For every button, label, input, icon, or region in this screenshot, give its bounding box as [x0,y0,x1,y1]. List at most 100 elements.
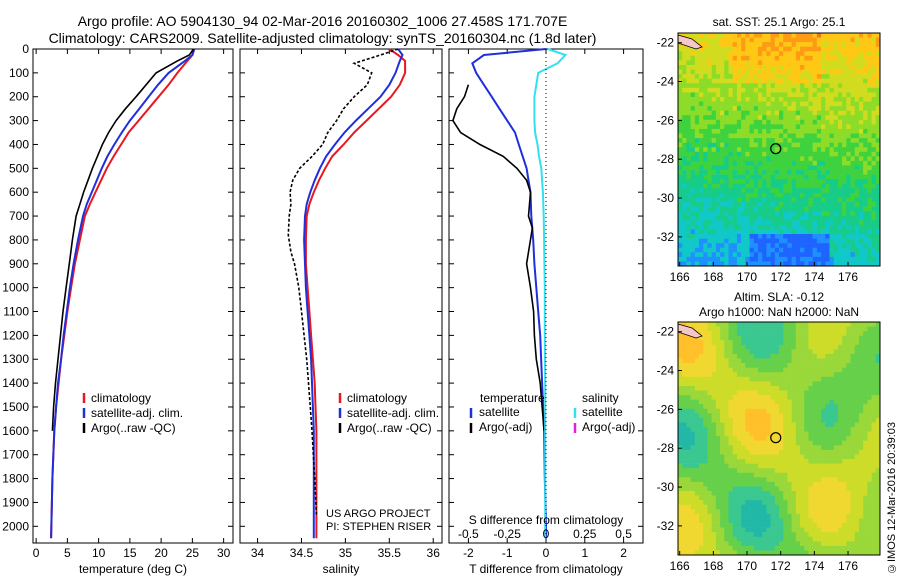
map-cell [800,395,805,400]
map-cell [875,431,881,437]
map-cell [821,363,826,368]
map-cell [699,408,704,414]
map-cell [867,408,872,414]
map-cell [736,51,742,57]
map-cell [779,486,784,492]
map-cell [871,390,877,396]
map-cell [846,247,851,253]
map-cell [774,459,780,464]
map-cell [707,440,712,446]
map-cell [732,395,738,400]
map-cell [728,115,734,121]
map-cell [854,33,860,38]
map-cell [686,509,691,515]
map-cell [736,491,742,496]
map-cell [783,390,788,396]
map-cell [753,408,759,414]
map-cell [749,55,755,61]
map-cell [833,37,839,43]
map-cell [762,165,767,171]
map-cell [808,252,813,258]
map-cell [850,142,856,148]
map-cell [715,60,721,66]
map-cell [686,243,691,249]
map-cell [779,101,784,107]
map-cell [682,477,687,483]
map-cell [837,335,843,341]
map-cell [829,192,835,198]
map-cell [821,261,826,267]
map-cell [724,238,729,244]
map-cell [854,197,860,203]
map-cell [711,101,717,107]
map-cell [732,427,738,432]
map-cell [800,101,805,107]
map-cell [774,399,780,405]
map-cell [707,417,712,423]
map-cell [707,322,712,327]
map-cell [732,101,738,107]
x-tick-label: 35.5 [378,546,402,560]
map-cell [779,243,784,249]
map-cell [812,427,818,432]
map-cell [875,353,881,359]
map-cell [842,408,847,414]
map-cell [741,326,746,332]
map-cell [816,477,822,483]
map-cell [825,92,830,98]
map-cell [783,101,788,107]
map-cell [749,183,755,189]
map-cell [678,390,683,396]
map-cell [682,243,687,249]
map-cell [850,385,856,391]
map-cell [741,192,746,198]
map-cell [736,385,742,391]
map-cell [875,238,881,244]
map-cell [720,331,725,337]
map-cell [812,202,818,207]
map-cell [812,445,818,451]
map-cell [858,74,864,79]
map-cell [707,335,712,341]
map-cell [736,372,742,378]
map-cell [833,124,839,130]
map-cell [724,504,729,510]
map-cell [800,322,805,327]
map-cell [749,202,755,207]
map-cell [720,427,725,432]
map-cell [787,220,792,226]
map-cell [690,96,696,102]
map-cell [690,518,696,524]
map-cell [757,353,763,359]
map-cell [837,83,843,89]
map-cell [858,142,864,148]
map-cell [762,106,767,111]
map-cell [762,422,767,428]
map-cell [707,156,712,162]
map-cell [741,390,746,396]
map-cell [707,331,712,337]
map-cell [779,46,784,52]
map-cell [804,224,809,230]
map-cell [736,349,742,355]
map-cell [816,92,822,98]
map-cell [686,96,691,102]
map-cell [791,518,797,524]
map-cell [690,256,696,262]
map-cell [825,87,830,93]
map-cell [829,101,835,107]
map-cell [808,160,813,166]
map-cell [825,449,830,455]
map-cell [690,454,696,460]
map-cell [863,454,868,460]
map-cell [821,353,826,359]
map-cell [766,477,771,483]
map-cell [720,390,725,396]
map-cell [854,491,860,496]
map-cell [787,197,792,203]
map-cell [821,495,826,501]
map-cell [829,165,835,171]
map-cell [757,427,763,432]
map-cell [711,106,717,111]
map-cell [787,247,792,253]
